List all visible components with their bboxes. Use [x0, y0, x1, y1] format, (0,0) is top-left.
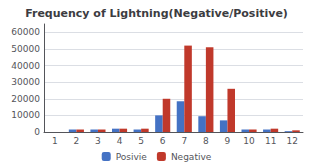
svg-text:3: 3 [95, 136, 101, 146]
svg-text:10000: 10000 [11, 110, 40, 120]
svg-text:5: 5 [138, 136, 144, 146]
svg-text:6: 6 [160, 136, 166, 146]
svg-text:10: 10 [243, 136, 255, 146]
svg-text:Posivie: Posivie [116, 152, 148, 162]
svg-text:Negative: Negative [171, 152, 212, 162]
svg-text:7: 7 [181, 136, 187, 146]
svg-text:9: 9 [225, 136, 231, 146]
svg-text:50000: 50000 [11, 44, 40, 54]
svg-text:Frequency of Lightning(Negativ: Frequency of Lightning(Negative/Positive… [25, 7, 288, 20]
svg-text:4: 4 [117, 136, 123, 146]
svg-text:60000: 60000 [11, 27, 40, 37]
svg-text:40000: 40000 [11, 61, 40, 71]
svg-text:1: 1 [52, 136, 58, 146]
svg-text:30000: 30000 [11, 77, 40, 87]
svg-text:2: 2 [74, 136, 80, 146]
svg-text:8: 8 [203, 136, 209, 146]
svg-text:12: 12 [286, 136, 297, 146]
svg-text:0: 0 [34, 127, 40, 137]
svg-text:11: 11 [265, 136, 276, 146]
svg-text:20000: 20000 [11, 94, 40, 104]
